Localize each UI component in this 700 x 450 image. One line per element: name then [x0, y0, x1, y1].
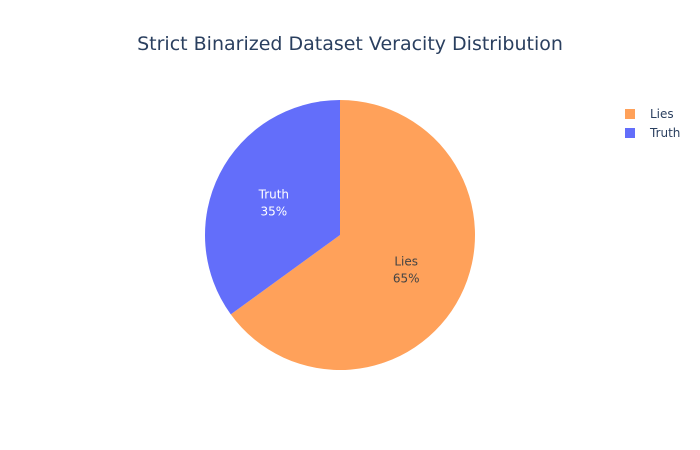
legend: Lies Truth [625, 107, 680, 140]
slice-labels: Lies 65% Truth 35% [258, 187, 420, 285]
slice-label-lies-percent: 65% [393, 272, 420, 286]
slice-label-truth-percent: 35% [261, 204, 288, 218]
chart-title: Strict Binarized Dataset Veracity Distri… [137, 33, 563, 55]
slice-label-lies-name: Lies [394, 255, 418, 269]
legend-swatch-lies [625, 109, 635, 119]
pie-slice-truth[interactable] [204, 100, 340, 315]
slice-label-truth-name: Truth [258, 187, 289, 201]
legend-swatch-truth [625, 128, 635, 138]
legend-item-lies[interactable]: Lies [625, 107, 674, 121]
legend-label-truth: Truth [649, 126, 680, 140]
pie-slices [204, 100, 475, 371]
legend-label-lies: Lies [650, 107, 674, 121]
legend-item-truth[interactable]: Truth [625, 126, 680, 140]
pie-slice-lies[interactable] [230, 100, 475, 371]
